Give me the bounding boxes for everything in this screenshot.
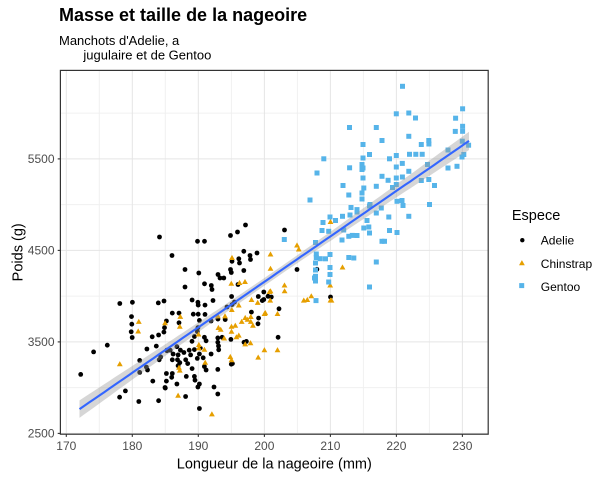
svg-text:Adelie: Adelie: [541, 233, 575, 247]
svg-text:2500: 2500: [28, 427, 55, 441]
svg-text:5500: 5500: [28, 152, 55, 166]
svg-text:Manchots d'Adelie, a: Manchots d'Adelie, a: [59, 33, 180, 48]
svg-text:Masse et taille de la nageoire: Masse et taille de la nageoire: [59, 5, 307, 25]
svg-text:190: 190: [188, 439, 208, 453]
svg-text:170: 170: [56, 439, 76, 453]
svg-text:Espece: Espece: [512, 208, 560, 224]
svg-text:Poids (g): Poids (g): [11, 223, 27, 281]
svg-text:3500: 3500: [28, 335, 55, 349]
svg-text:220: 220: [386, 439, 406, 453]
svg-text:210: 210: [320, 439, 340, 453]
svg-text:Gentoo: Gentoo: [541, 280, 581, 294]
svg-text:230: 230: [452, 439, 472, 453]
svg-text:4500: 4500: [28, 244, 55, 258]
svg-text:200: 200: [254, 439, 274, 453]
svg-text:180: 180: [122, 439, 142, 453]
svg-text:Chinstrap: Chinstrap: [541, 257, 593, 271]
svg-text:Longueur de la nageoire (mm): Longueur de la nageoire (mm): [177, 456, 372, 472]
svg-text:jugulaire et de Gentoo: jugulaire et de Gentoo: [82, 47, 211, 62]
